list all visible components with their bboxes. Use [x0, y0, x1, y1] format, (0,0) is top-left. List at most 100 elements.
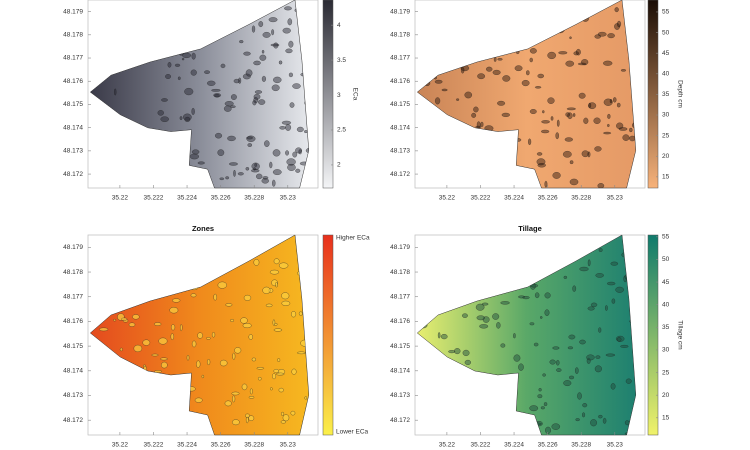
speckle: [240, 317, 248, 324]
speckle: [569, 160, 574, 165]
y-tick-label: 48.175: [390, 101, 410, 108]
speckle: [449, 396, 457, 402]
speckle: [117, 59, 124, 63]
speckle: [439, 30, 444, 34]
speckle: [270, 387, 273, 391]
speckle: [207, 80, 216, 86]
speckle: [434, 97, 441, 105]
speckle: [165, 74, 171, 79]
speckle: [516, 49, 520, 54]
x-tick-label: 35.224: [177, 442, 197, 449]
speckle: [245, 167, 250, 171]
speckle: [272, 149, 281, 157]
speckle: [460, 66, 465, 74]
speckle: [623, 0, 633, 5]
speckle: [272, 373, 276, 380]
speckle: [462, 178, 466, 182]
speckle: [579, 266, 589, 272]
colorbar-tick-label: 3.5: [337, 57, 346, 64]
colorbar-tick-label: 50: [662, 256, 670, 263]
speckle: [139, 281, 145, 288]
speckle: [154, 322, 162, 326]
speckle: [516, 247, 525, 254]
speckle: [258, 21, 264, 28]
speckle: [131, 43, 140, 47]
speckle: [431, 307, 435, 313]
x-tick-label: 35.226: [538, 442, 558, 449]
speckle: [273, 369, 280, 373]
speckle: [120, 395, 126, 403]
speckle: [242, 73, 251, 80]
x-tick-label: 35.23: [280, 195, 297, 202]
speckle: [493, 179, 502, 187]
speckle: [314, 40, 320, 43]
colorbar-tick-label: 45: [662, 279, 670, 286]
speckle: [295, 147, 302, 154]
speckle: [172, 271, 180, 279]
speckle: [454, 348, 461, 355]
speckle: [200, 21, 204, 25]
speckle: [135, 285, 141, 291]
speckle: [513, 333, 516, 339]
speckle: [167, 62, 172, 68]
speckle: [115, 406, 125, 414]
speckle: [273, 76, 282, 84]
speckle: [557, 119, 560, 127]
speckle: [603, 131, 612, 135]
speckle: [482, 243, 490, 249]
speckle: [141, 159, 150, 164]
speckle: [99, 5, 103, 12]
speckle: [497, 100, 506, 106]
speckle: [434, 235, 440, 239]
speckle: [575, 418, 580, 422]
colorbar-tick-label: 20: [662, 153, 670, 160]
speckle: [437, 332, 441, 339]
y-tick-label: 48.172: [63, 171, 83, 178]
speckle: [249, 388, 253, 395]
speckle: [262, 32, 271, 38]
speckle: [239, 40, 244, 44]
speckle: [532, 254, 536, 262]
speckle: [586, 354, 595, 361]
speckle: [269, 269, 280, 275]
speckle: [194, 240, 202, 245]
speckle: [529, 57, 533, 63]
speckle: [268, 17, 278, 23]
speckle: [575, 48, 581, 56]
colorbar-tick-label: 40: [662, 71, 670, 78]
speckle: [509, 401, 516, 409]
speckle: [303, 305, 307, 311]
speckle: [549, 359, 556, 365]
speckle: [536, 152, 543, 156]
speckle: [306, 8, 309, 13]
speckle: [130, 3, 137, 9]
speckle: [635, 79, 636, 84]
speckle: [639, 35, 643, 41]
speckle: [493, 134, 499, 137]
speckle: [431, 385, 436, 393]
speckle: [201, 2, 205, 10]
field: [89, 0, 310, 189]
speckle: [256, 367, 264, 370]
colorbar-label: Tillage cm: [676, 320, 683, 349]
speckle: [476, 121, 481, 129]
speckle: [519, 182, 525, 188]
speckle: [503, 35, 506, 39]
speckle: [427, 64, 434, 70]
speckle: [516, 5, 524, 8]
speckle: [295, 168, 301, 173]
speckle: [233, 169, 236, 177]
speckle: [517, 428, 522, 431]
speckle: [190, 69, 197, 76]
speckle: [610, 383, 616, 390]
speckle: [510, 249, 513, 255]
speckle: [501, 112, 510, 117]
speckle: [220, 63, 226, 69]
speckle: [261, 50, 265, 54]
speckle: [205, 270, 214, 278]
speckle: [534, 292, 540, 299]
speckle: [105, 19, 108, 22]
speckle: [294, 8, 300, 13]
speckle: [273, 328, 283, 332]
speckle: [590, 419, 597, 427]
